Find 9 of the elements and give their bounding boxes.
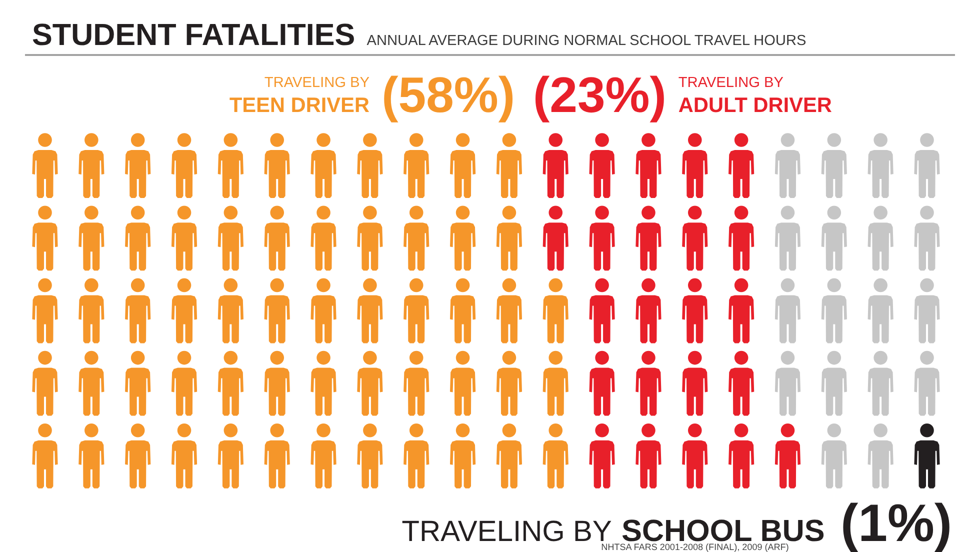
text: NHTSA FARS 2001-2008 (FINAL), 2009 (ARF)	[602, 543, 788, 552]
text: ANNUAL AVERAGE DURING NORMAL SCHOOL TRAVEL HOURS	[366, 34, 806, 46]
category-label: TRAVELING BY SCHOOL BUS	[402, 520, 824, 542]
category-label: TRAVELING BY ADULT DRIVER	[678, 76, 832, 112]
category-label: TRAVELING BY TEEN DRIVER	[230, 76, 370, 112]
text: STUDENT FATALITIES	[32, 24, 354, 46]
data-label: (58%)	[384, 76, 513, 122]
data-label: (1%)	[843, 502, 950, 552]
data-label: (23%)	[535, 76, 664, 122]
